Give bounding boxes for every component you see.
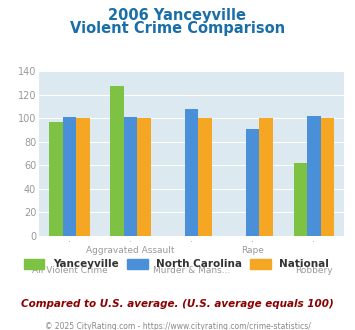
Bar	[49, 122, 63, 236]
Bar	[124, 117, 137, 236]
Text: Aggravated Assault: Aggravated Assault	[86, 246, 175, 255]
Text: 2006 Yanceyville: 2006 Yanceyville	[109, 8, 246, 23]
Bar	[246, 129, 260, 236]
Bar	[63, 117, 76, 236]
Bar	[185, 109, 198, 236]
Bar	[321, 118, 334, 236]
Bar	[198, 118, 212, 236]
Bar	[76, 118, 90, 236]
Text: Rape: Rape	[241, 246, 264, 255]
Legend: Yanceyville, North Carolina, National: Yanceyville, North Carolina, National	[20, 255, 334, 274]
Text: Murder & Mans...: Murder & Mans...	[153, 266, 230, 275]
Bar	[294, 163, 307, 236]
Bar	[137, 118, 151, 236]
Bar	[307, 116, 321, 236]
Text: Compared to U.S. average. (U.S. average equals 100): Compared to U.S. average. (U.S. average …	[21, 299, 334, 309]
Text: Violent Crime Comparison: Violent Crime Comparison	[70, 21, 285, 36]
Text: © 2025 CityRating.com - https://www.cityrating.com/crime-statistics/: © 2025 CityRating.com - https://www.city…	[45, 322, 310, 330]
Bar	[110, 86, 124, 236]
Bar	[260, 118, 273, 236]
Text: Robbery: Robbery	[295, 266, 333, 275]
Text: All Violent Crime: All Violent Crime	[32, 266, 108, 275]
